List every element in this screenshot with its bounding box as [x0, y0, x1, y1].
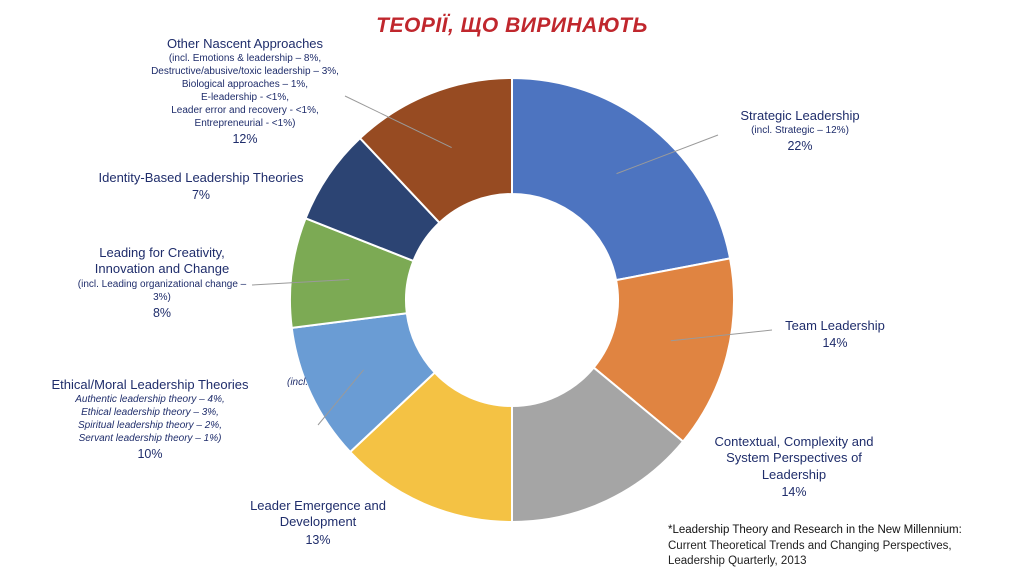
slice-strategic — [511, 76, 732, 282]
label-contextual: Contextual, Complexity and System Perspe… — [700, 434, 888, 500]
label-creativity-sub: (incl. Leading organizational change – 3… — [77, 278, 247, 303]
label-team: Team Leadership 14% — [760, 318, 910, 352]
leader-lines — [251, 95, 773, 426]
leader-line-team — [670, 329, 773, 342]
label-emergence: Leader Emergence and Development 13% — [228, 498, 408, 548]
label-nascent-sub-4: E-leadership - <1%, — [200, 92, 290, 104]
label-creativity-pct: 8% — [152, 305, 172, 320]
label-team-main: Team Leadership — [785, 318, 885, 333]
label-identity-pct: 7% — [191, 188, 211, 203]
leader-line-strategic — [616, 134, 719, 175]
label-nascent-sub-1: (incl. Emotions & leadership – 8%, — [168, 53, 322, 65]
label-ethical-sub-1: Authentic leadership theory – 4%, — [75, 394, 225, 406]
label-identity-main: Identity-Based Leadership Theories — [98, 170, 304, 185]
source-note: *Leadership Theory and Research in the N… — [668, 523, 1024, 570]
label-strategic-main: Strategic Leadership — [740, 108, 860, 123]
label-emergence-main: Leader Emergence and Development — [250, 498, 386, 530]
label-contextual-main: Contextual, Complexity and System Perspe… — [714, 434, 874, 482]
label-contextual-pct: 14% — [781, 484, 807, 499]
label-nascent-sub-5: Leader error and recovery - <1%, — [171, 105, 319, 117]
leader-line-creativity — [251, 278, 350, 286]
label-emergence-pct: 13% — [305, 532, 331, 547]
label-nascent-main: Other Nascent Approaches — [166, 36, 324, 51]
label-team-pct: 14% — [822, 336, 848, 351]
label-ethical-sub-3: Spiritual leadership theory – 2%, — [78, 420, 222, 432]
chart-title: ТЕОРІЇ, ЩО ВИРИНАЮТЬ — [376, 14, 648, 37]
source-line-2: Current Theoretical Trends and Changing … — [668, 539, 952, 552]
slice-nascent — [358, 76, 513, 225]
label-ethical-sub-2: Ethical leadership theory – 3%, — [81, 407, 219, 419]
label-creativity: Leading for Creativity, Innovation and C… — [72, 245, 252, 321]
label-nascent-sub-2: Destructive/abusive/toxic leadership – 3… — [151, 66, 339, 78]
source-line-3: Leadership Quarterly, 2013 — [668, 555, 807, 568]
donut-slices — [289, 76, 735, 524]
label-identity: Identity-Based Leadership Theories 7% — [96, 170, 306, 204]
label-ethical-pct: 10% — [137, 447, 163, 462]
label-creativity-main: Leading for Creativity, Innovation and C… — [94, 245, 230, 277]
leader-line-ethical — [317, 369, 364, 426]
slice-contextual — [511, 366, 685, 524]
label-nascent: Other Nascent Approaches (incl. Emotions… — [140, 36, 350, 148]
label-ethical-sub-4: Servant leadership theory – 1%) — [78, 433, 222, 445]
label-ethical-main: Ethical/Moral Leadership Theories — [51, 377, 249, 392]
source-line-1: *Leadership Theory and Research in the N… — [668, 524, 962, 536]
label-strategic-sub: (incl. Strategic – 12%) — [751, 125, 849, 137]
label-nascent-sub-6: Entrepreneurial - <1%) — [194, 118, 296, 130]
label-nascent-sub-3: Biological approaches – 1%, — [181, 79, 309, 91]
leader-line-nascent — [344, 95, 452, 148]
label-strategic: Strategic Leadership (incl. Strategic – … — [700, 108, 900, 155]
label-ethical: Ethical/Moral Leadership Theories Authen… — [20, 377, 280, 463]
label-nascent-pct: 12% — [232, 132, 258, 147]
label-strategic-pct: 22% — [787, 139, 813, 154]
overlay-text: (incl. — [287, 377, 309, 388]
